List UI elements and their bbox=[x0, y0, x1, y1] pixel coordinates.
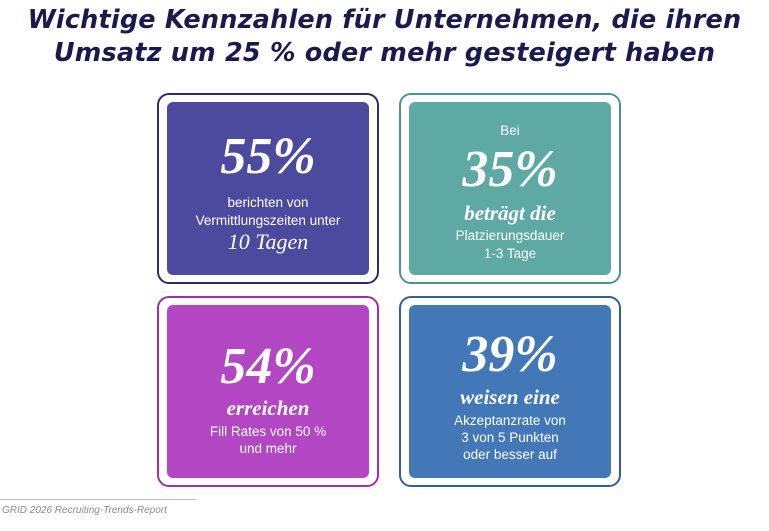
stat-text-line: und mehr bbox=[239, 441, 297, 456]
title-line-2: Umsatz um 25 % oder mehr gesteigert habe… bbox=[53, 38, 716, 68]
stat-card-akzeptanzrate: 39% weisen eine Akzeptanzrate von 3 von … bbox=[399, 296, 621, 487]
stat-text-line: 3 von 5 Punkten bbox=[461, 430, 559, 445]
page-title: Wichtige Kennzahlen für Unternehmen, die… bbox=[0, 4, 769, 70]
title-line-1: Wichtige Kennzahlen für Unternehmen, die… bbox=[27, 5, 742, 35]
stat-text-line: berichten von bbox=[227, 195, 309, 210]
stat-emphasis: erreichen bbox=[226, 396, 310, 420]
stat-card-fill-rates: 54% erreichen Fill Rates von 50 % und me… bbox=[157, 296, 379, 487]
stat-percentage: 54% bbox=[220, 338, 316, 395]
stat-percentage: 39% bbox=[462, 326, 558, 383]
stat-text-line: Akzeptanzrate von bbox=[454, 413, 566, 428]
stat-card-panel: 54% erreichen Fill Rates von 50 % und me… bbox=[167, 305, 369, 478]
stat-emphasis: 10 Tagen bbox=[227, 229, 309, 254]
stat-card-vermittlungszeiten: 55% berichten von Vermittlungszeiten unt… bbox=[157, 93, 379, 284]
stat-percentage: 35% bbox=[462, 141, 558, 198]
stat-text-line: 1-3 Tage bbox=[483, 246, 537, 261]
stat-text-line: Platzierungsdauer bbox=[455, 228, 565, 243]
stat-card-panel: Bei 35% beträgt die Platzierungsdauer 1-… bbox=[409, 102, 611, 275]
stat-card-panel: 55% berichten von Vermittlungszeiten unt… bbox=[167, 102, 369, 275]
footer-source: GRID 2026 Recruiting-Trends-Report bbox=[2, 505, 167, 516]
stat-text-line: Vermittlungszeiten unter bbox=[195, 213, 341, 228]
stat-text-line: Bei bbox=[500, 123, 520, 138]
stat-card-panel: 39% weisen eine Akzeptanzrate von 3 von … bbox=[409, 305, 611, 478]
stat-percentage: 55% bbox=[220, 128, 316, 185]
stat-text-line: Fill Rates von 50 % bbox=[209, 424, 327, 439]
stat-text-line: oder besser auf bbox=[463, 447, 557, 462]
stat-emphasis: weisen eine bbox=[460, 385, 560, 409]
footer-divider bbox=[0, 499, 196, 500]
stat-card-platzierungsdauer: Bei 35% beträgt die Platzierungsdauer 1-… bbox=[399, 93, 621, 284]
stat-emphasis: beträgt die bbox=[464, 201, 556, 225]
